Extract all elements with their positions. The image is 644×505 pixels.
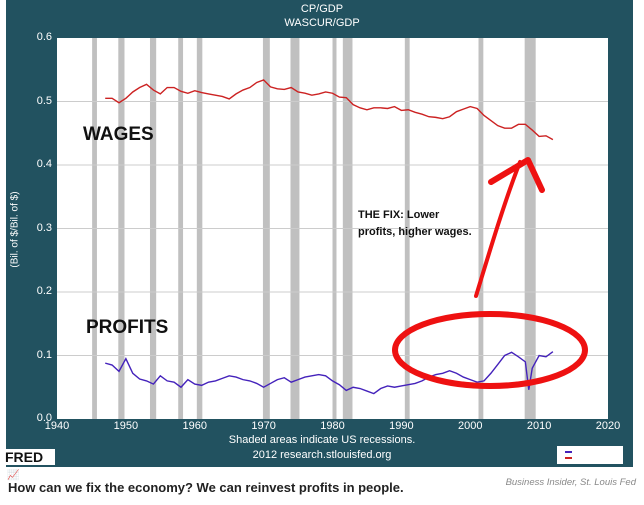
legend-wages-swatch — [565, 457, 572, 459]
legend — [557, 446, 623, 464]
wages-label: WAGES — [83, 124, 154, 145]
y-tick-label: 0.5 — [36, 94, 52, 107]
x-tick-label: 2000 — [458, 420, 483, 432]
x-tick-label: 2010 — [526, 420, 552, 432]
y-tick-label: 0.1 — [36, 348, 52, 361]
fix-annotation-line2: profits, higher wages. — [358, 226, 472, 238]
source-credit: Business Insider, St. Louis Fed — [505, 477, 636, 488]
arrow-head — [488, 157, 545, 193]
recession-note: Shaded areas indicate US recessions. — [228, 434, 416, 446]
legend-profits-swatch — [565, 451, 572, 453]
arrow-shaft — [474, 160, 522, 298]
source-url-note: 2012 research.stlouisfed.org — [252, 449, 392, 461]
x-tick-label: 1960 — [182, 420, 207, 432]
x-tick-label: 1990 — [389, 420, 414, 432]
chart-title: CP/GDP — [300, 3, 344, 15]
y-tick-label: 0.4 — [36, 158, 52, 170]
wages-line — [105, 79, 554, 141]
fred-logo: FRED 📈 — [3, 449, 55, 481]
y-tick-label: 0.0 — [36, 412, 52, 424]
chart-subtitle: WASCUR/GDP — [284, 17, 360, 29]
fred-logo-text: FRED — [5, 449, 44, 465]
profits-line — [105, 351, 554, 395]
y-tick-label: 0.3 — [36, 221, 52, 234]
profits-label: PROFITS — [86, 317, 168, 338]
caption: How can we fix the economy? We can reinv… — [8, 480, 404, 495]
x-tick-label: 1950 — [113, 420, 139, 432]
y-tick-label: 0.6 — [36, 31, 52, 43]
chart-icon: 📈 — [7, 470, 20, 481]
x-tick-label: 1970 — [251, 420, 276, 432]
fix-annotation-line1: THE FIX: Lower — [358, 209, 440, 221]
x-tick-label: 2020 — [595, 420, 621, 432]
y-tick-label: 0.2 — [36, 285, 52, 297]
x-tick-label: 1940 — [44, 420, 70, 432]
highlight-circle — [392, 311, 588, 389]
x-tick-label: 1980 — [320, 420, 345, 432]
